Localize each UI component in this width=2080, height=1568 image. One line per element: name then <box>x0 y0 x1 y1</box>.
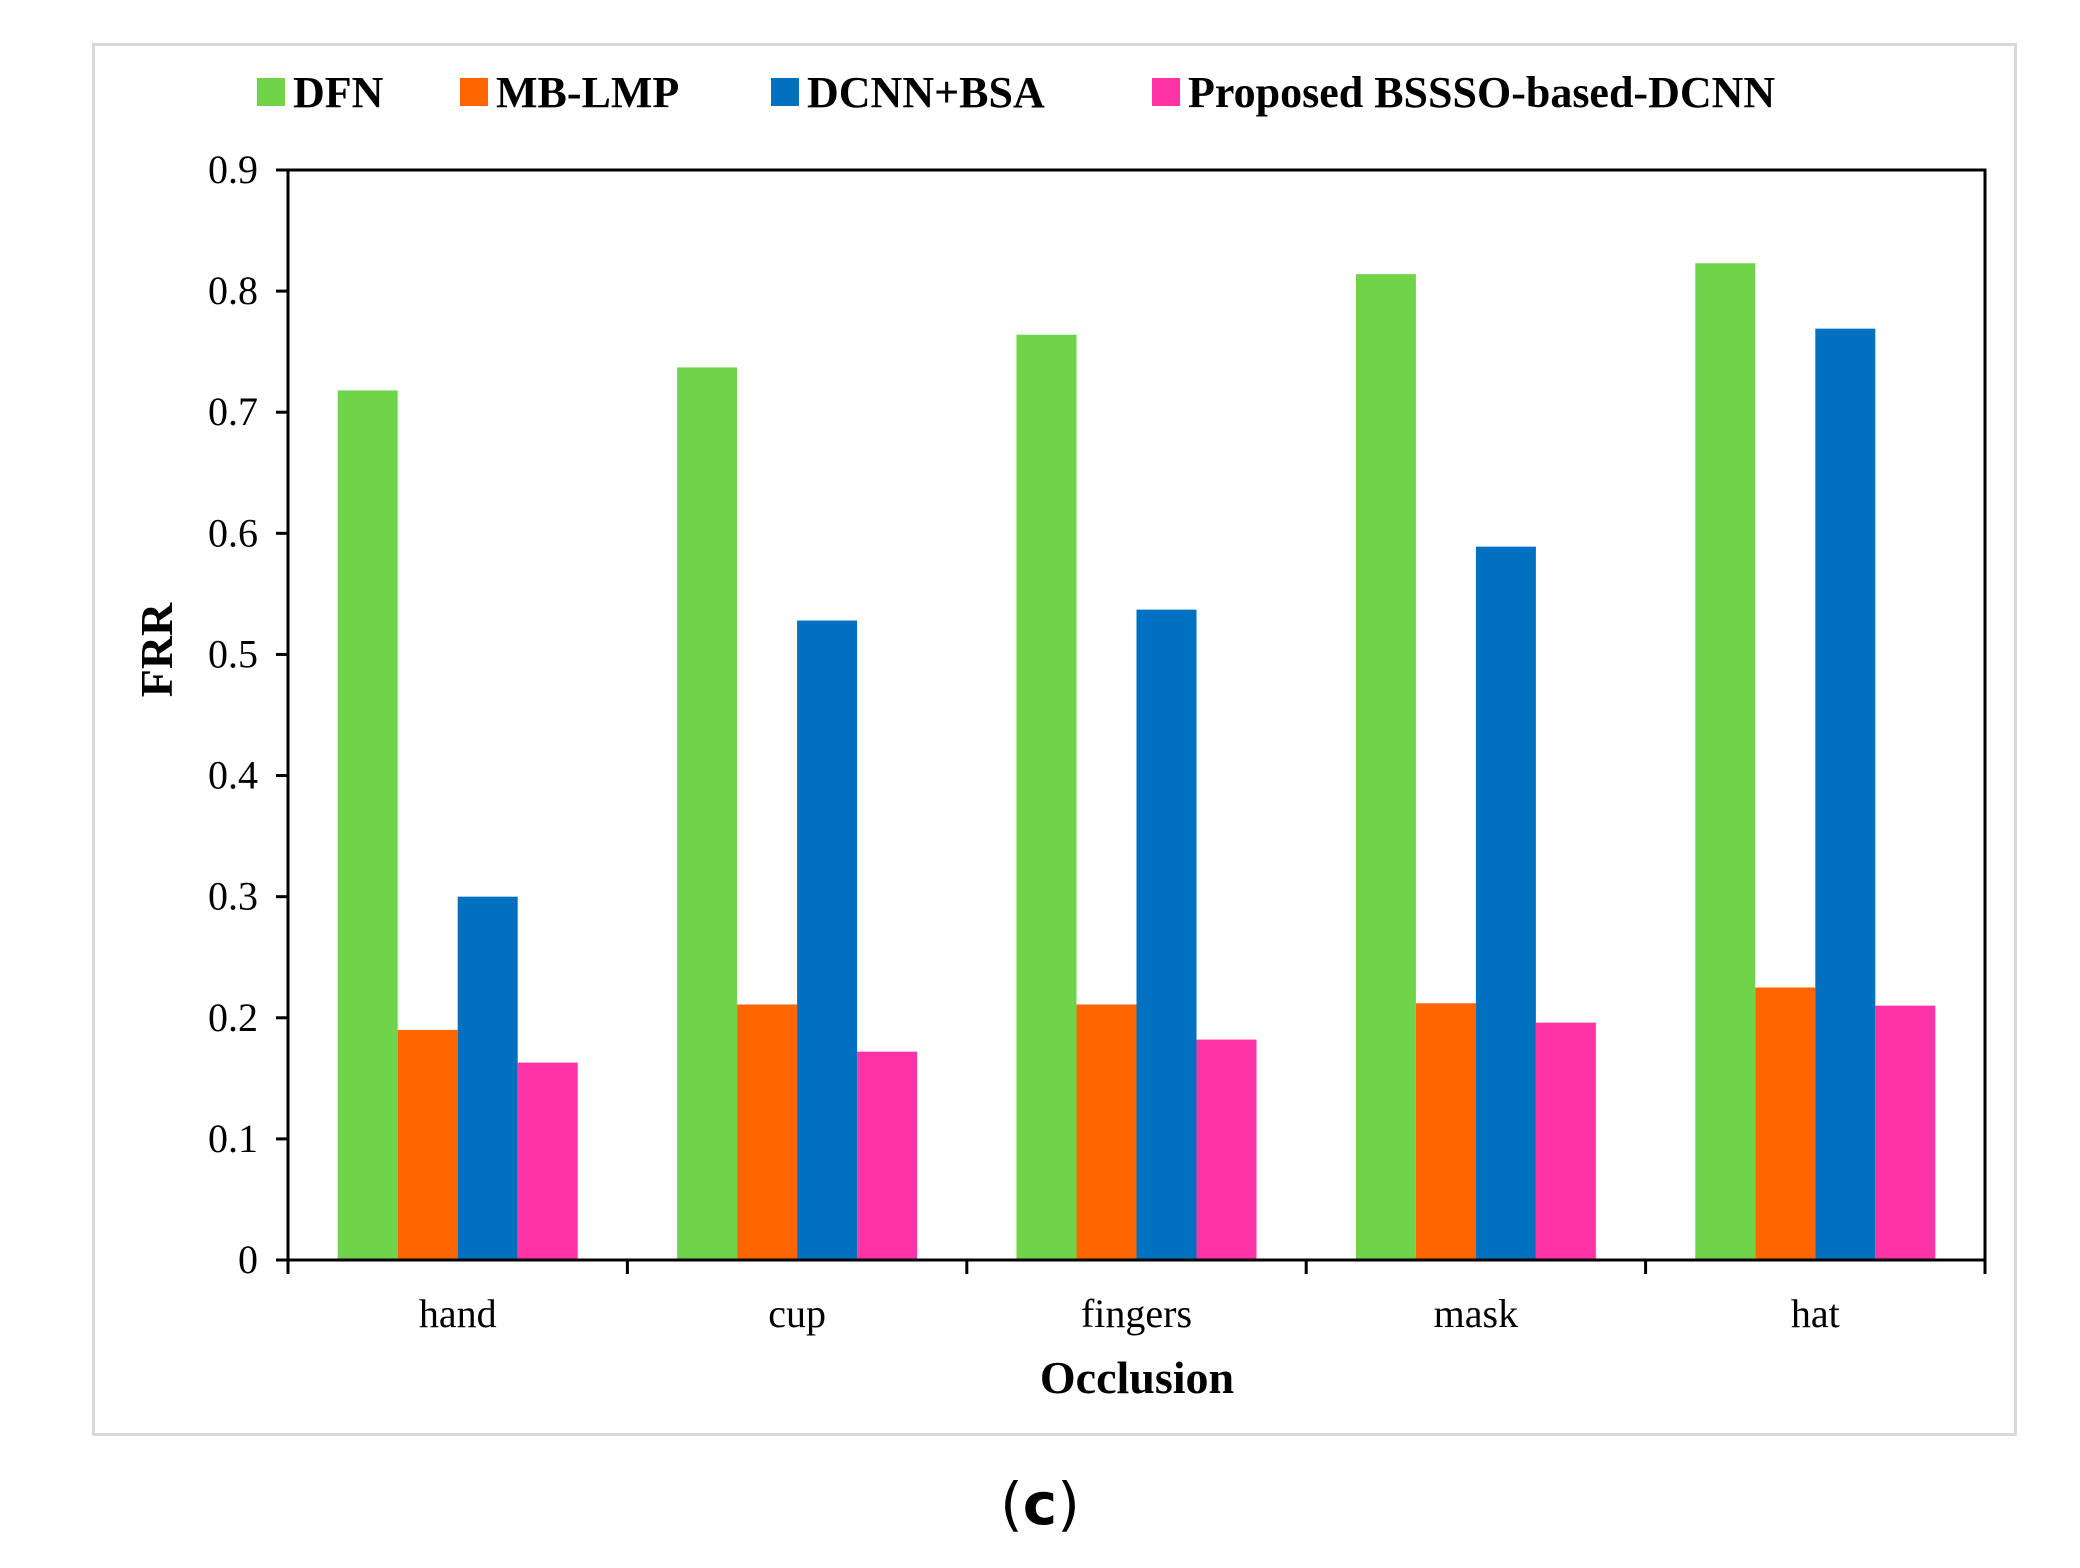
legend-label: Proposed BSSSO-based-DCNN <box>1188 68 1775 117</box>
legend-swatch <box>460 78 488 106</box>
bar-dcnn-bsa-fingers <box>1136 609 1197 1260</box>
axes <box>276 168 1987 1274</box>
x-tick-label: fingers <box>1081 1291 1192 1336</box>
y-tick-label: 0.3 <box>208 874 258 919</box>
bar-dfn-hand <box>337 390 398 1260</box>
y-axis-label: FRR <box>131 602 182 697</box>
bar-mb-lmp-hat <box>1755 987 1816 1260</box>
bars <box>337 263 1936 1261</box>
y-tick-label: 0.7 <box>208 389 258 434</box>
bar-mb-lmp-cup <box>737 1004 798 1260</box>
bar-dfn-hat <box>1695 263 1756 1260</box>
bar-mb-lmp-mask <box>1415 1003 1476 1260</box>
bar-proposed-bssso-based-dcnn-hat <box>1875 1005 1936 1260</box>
x-axis-label: Occlusion <box>1040 1352 1234 1403</box>
bar-mb-lmp-hand <box>397 1029 458 1260</box>
bar-dcnn-bsa-hat <box>1815 328 1876 1261</box>
x-tick-label: mask <box>1434 1291 1518 1336</box>
y-tick-label: 0.2 <box>208 995 258 1040</box>
y-tick-labels: 0 0.1 0.2 0.3 0.4 0.5 0.6 0.7 0.8 0.9 <box>208 147 258 1282</box>
y-tick-label: 0 <box>238 1237 258 1282</box>
plot-area-border <box>286 168 1987 1262</box>
bar-dcnn-bsa-hand <box>457 896 518 1260</box>
bar-dfn-cup <box>677 367 738 1260</box>
legend-swatch <box>771 78 799 106</box>
legend-label: MB-LMP <box>496 68 679 117</box>
bar-dfn-fingers <box>1016 334 1077 1260</box>
y-tick-label: 0.6 <box>208 510 258 555</box>
y-tick-label: 0.5 <box>208 631 258 676</box>
legend-label: DFN <box>293 68 384 117</box>
bar-dcnn-bsa-cup <box>797 620 858 1260</box>
bar-dcnn-bsa-mask <box>1475 546 1536 1260</box>
y-tick-label: 0.4 <box>208 753 258 798</box>
bar-proposed-bssso-based-dcnn-hand <box>517 1062 578 1260</box>
legend-swatch <box>1152 78 1180 106</box>
x-tick-label: hand <box>419 1291 497 1336</box>
legend-label: DCNN+BSA <box>807 68 1045 117</box>
caption-letter: c <box>1022 1470 1058 1538</box>
bar-proposed-bssso-based-dcnn-cup <box>857 1051 918 1260</box>
x-tick-label: cup <box>768 1291 826 1336</box>
figure-caption: (c) <box>0 1470 2080 1538</box>
legend: DFN MB-LMP DCNN+BSA Proposed BSSSO-based-DC… <box>257 68 1775 117</box>
x-tick-labels: hand cup fingers mask hat <box>419 1291 1840 1336</box>
bar-mb-lmp-fingers <box>1076 1004 1137 1260</box>
x-tick-label: hat <box>1791 1291 1840 1336</box>
y-tick-label: 0.1 <box>208 1116 258 1161</box>
caption-close: ) <box>1057 1470 1080 1538</box>
y-tick-label: 0.8 <box>208 268 258 313</box>
bar-proposed-bssso-based-dcnn-fingers <box>1196 1039 1257 1260</box>
bar-proposed-bssso-based-dcnn-mask <box>1535 1022 1596 1260</box>
caption-open: ( <box>1000 1470 1023 1538</box>
legend-swatch <box>257 78 285 106</box>
bar-dfn-mask <box>1355 274 1416 1261</box>
y-tick-label: 0.9 <box>208 147 258 192</box>
